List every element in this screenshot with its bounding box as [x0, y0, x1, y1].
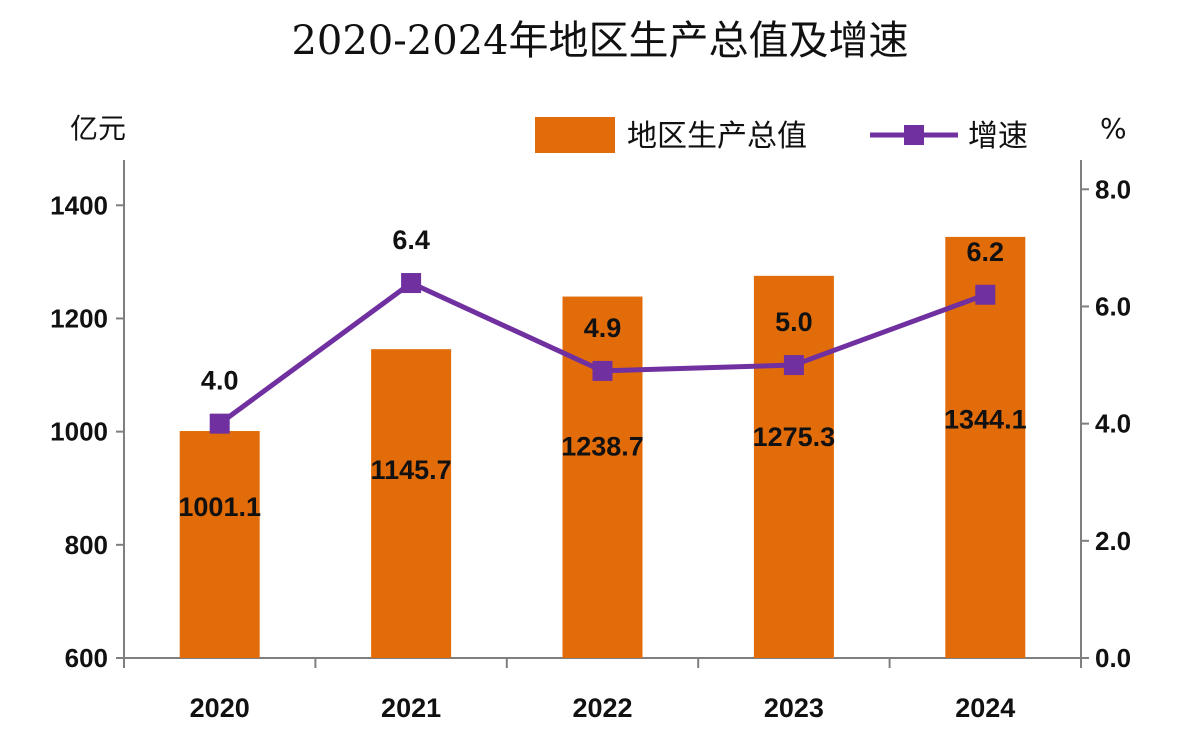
right-tick-label: 4.0 [1095, 409, 1131, 439]
bar [371, 349, 452, 658]
left-tick-label: 1200 [50, 303, 108, 333]
growth-marker [783, 355, 804, 376]
x-tick-label: 2020 [190, 693, 250, 723]
bar [753, 275, 834, 658]
left-tick-label: 1000 [50, 417, 108, 447]
chart-title: 2020-2024年地区生产总值及增速 [291, 18, 908, 64]
bar-value-label: 1344.1 [944, 405, 1027, 435]
legend-bar-label: 地区生产总值 [627, 119, 807, 154]
legend-line-label: 增速 [968, 119, 1028, 154]
growth-marker [209, 413, 230, 434]
growth-value-label: 4.9 [584, 313, 622, 343]
bar-value-label: 1238.7 [561, 431, 644, 461]
left-axis-unit: 亿元 [70, 112, 126, 145]
right-tick-label: 8.0 [1095, 174, 1131, 204]
bar [562, 296, 643, 658]
legend-bar-swatch [535, 117, 615, 153]
right-tick-label: 0.0 [1095, 643, 1131, 673]
bar-value-label: 1001.1 [178, 492, 261, 522]
x-tick-label: 2021 [381, 693, 441, 723]
x-tick-label: 2024 [955, 693, 1015, 723]
growth-marker [592, 360, 613, 381]
legend-line-marker [904, 125, 924, 145]
growth-marker [401, 273, 422, 294]
right-tick-label: 6.0 [1095, 291, 1131, 321]
left-tick-label: 800 [65, 530, 108, 560]
x-tick-label: 2022 [572, 693, 632, 723]
legend: 地区生产总值 增速 [535, 117, 1028, 154]
left-tick-label: 600 [65, 643, 108, 673]
growth-value-label: 6.4 [392, 225, 430, 255]
right-axis-unit: % [1100, 112, 1127, 145]
growth-marker [975, 284, 996, 305]
growth-value-label: 4.0 [201, 366, 239, 396]
data-labels: 1001.1 1145.7 1238.7 1275.3 1344.1 4.0 6.4 4.9 5… [178, 225, 1026, 522]
left-tick-label: 1400 [50, 190, 108, 220]
bar-value-label: 1145.7 [371, 455, 452, 485]
growth-value-label: 5.0 [775, 307, 813, 337]
bar-value-label: 1275.3 [753, 422, 836, 452]
right-tick-label: 2.0 [1095, 526, 1131, 556]
growth-line [209, 273, 996, 434]
bar [179, 431, 260, 658]
axes: 600 800 1000 1200 1400 0.0 2.0 4.0 6.0 8.0 2020 202… [50, 160, 1131, 723]
x-tick-label: 2023 [764, 693, 824, 723]
growth-value-label: 6.2 [967, 237, 1005, 267]
